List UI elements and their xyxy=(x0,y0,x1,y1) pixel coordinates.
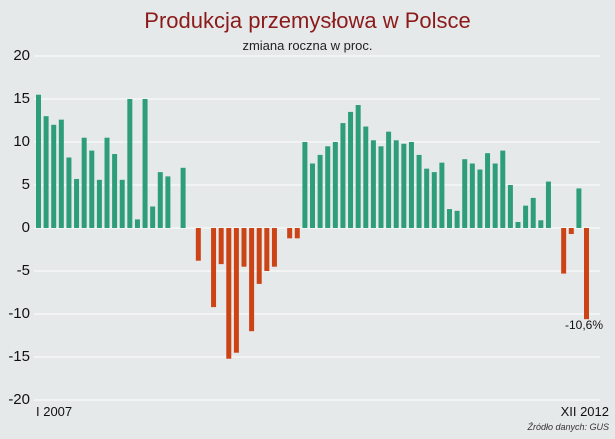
bar xyxy=(363,126,369,228)
bar xyxy=(340,123,346,228)
bar xyxy=(485,153,491,228)
bar xyxy=(104,137,110,228)
bar xyxy=(454,210,460,228)
bar xyxy=(150,206,156,228)
bar xyxy=(530,197,536,228)
bar xyxy=(325,146,331,228)
x-start-label: I 2007 xyxy=(36,404,73,419)
y-tick-label: 10 xyxy=(13,133,30,150)
bar xyxy=(545,181,551,228)
y-tick-label: 20 xyxy=(13,47,30,64)
bar xyxy=(249,228,255,332)
bar xyxy=(401,143,407,228)
y-tick-label: -10 xyxy=(8,305,30,322)
bar xyxy=(66,157,72,228)
y-tick-label: -20 xyxy=(8,391,30,408)
bar xyxy=(424,168,430,228)
bar xyxy=(370,140,376,228)
bar xyxy=(127,99,133,228)
bar xyxy=(317,154,323,228)
bar xyxy=(378,146,384,228)
y-tick-label: 5 xyxy=(21,176,30,193)
bar xyxy=(36,94,41,228)
bar xyxy=(112,154,118,228)
bar xyxy=(439,162,445,228)
bar xyxy=(302,142,308,228)
y-tick-label: 15 xyxy=(13,90,30,107)
bar xyxy=(81,137,87,228)
source-note: Źródło danych: GUS xyxy=(527,422,609,432)
bar xyxy=(584,228,589,320)
y-tick-label: 0 xyxy=(21,219,30,236)
bar xyxy=(416,154,422,228)
bar xyxy=(43,116,49,228)
bar xyxy=(355,105,361,228)
bar xyxy=(538,220,544,228)
bar xyxy=(500,150,506,228)
bar xyxy=(469,163,475,228)
chart-subtitle: zmiana roczna w proc. xyxy=(242,38,373,53)
bar xyxy=(195,228,201,261)
bar xyxy=(408,142,414,228)
bar xyxy=(51,124,57,228)
bar xyxy=(576,188,582,228)
bar xyxy=(294,228,300,239)
bar xyxy=(119,179,125,228)
bar xyxy=(241,228,247,267)
bar xyxy=(271,228,277,267)
bar xyxy=(165,176,171,228)
bar xyxy=(561,228,567,274)
bar xyxy=(523,205,529,228)
bar xyxy=(287,228,293,239)
chart-title: Produkcja przemysłowa w Polsce xyxy=(144,8,471,33)
bar xyxy=(233,228,239,353)
bar xyxy=(310,163,315,228)
bar xyxy=(180,167,186,228)
x-end-label: XII 2012 xyxy=(560,404,609,419)
bar xyxy=(507,185,513,228)
bar xyxy=(142,99,148,228)
bar xyxy=(264,228,270,271)
bar xyxy=(447,209,452,228)
bar xyxy=(226,228,232,359)
bar xyxy=(134,219,140,228)
bar xyxy=(431,172,437,228)
bar xyxy=(256,228,262,284)
bar xyxy=(568,228,574,235)
bar xyxy=(386,131,392,228)
bar xyxy=(218,228,224,265)
bar xyxy=(348,111,354,228)
grid-layer xyxy=(34,55,600,401)
bar xyxy=(157,172,163,228)
y-tick-label: -15 xyxy=(8,348,30,365)
bar xyxy=(393,140,399,228)
y-tick-label: -5 xyxy=(16,262,30,279)
bar xyxy=(462,159,468,228)
bar-layer xyxy=(36,94,589,359)
bar xyxy=(492,163,498,228)
bar xyxy=(332,142,338,228)
bar xyxy=(211,228,217,308)
bar xyxy=(89,150,95,228)
bar xyxy=(74,178,80,228)
bar xyxy=(58,119,64,228)
bar xyxy=(96,179,102,228)
last-value-annotation: -10,6% xyxy=(565,318,604,332)
bar xyxy=(477,169,483,228)
bar xyxy=(515,221,521,228)
